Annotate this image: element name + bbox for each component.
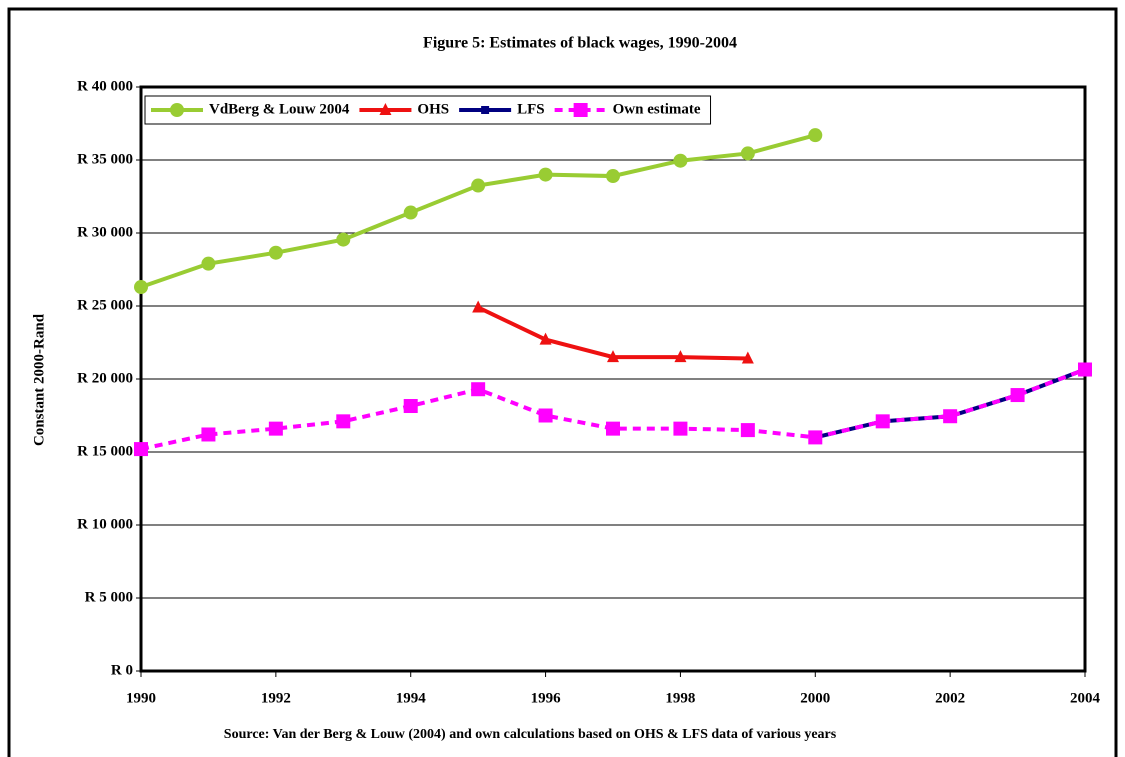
marker (268, 421, 283, 436)
marker (471, 178, 486, 193)
marker (403, 205, 418, 220)
chart-title: Figure 5: Estimates of black wages, 1990… (423, 35, 737, 52)
y-tick-label: R 40 000 (77, 78, 133, 94)
marker (481, 106, 490, 114)
x-tick-label: 1990 (126, 690, 156, 706)
plot-border (139, 85, 1087, 673)
y-tick-label: R 15 000 (77, 443, 133, 459)
x-tick-label: 1998 (665, 690, 695, 706)
marker (336, 414, 351, 429)
y-axis-label: Constant 2000-Rand (31, 313, 47, 446)
source-note: Source: Van der Berg & Louw (2004) and o… (224, 727, 837, 742)
legend-label: OHS (417, 101, 449, 117)
legend-label: VdBerg & Louw 2004 (209, 101, 350, 117)
marker (808, 128, 823, 143)
marker (336, 232, 351, 247)
marker (674, 350, 687, 363)
x-tick-label: 2002 (935, 690, 965, 706)
y-tick-label: R 35 000 (77, 151, 133, 167)
marker (538, 167, 553, 182)
y-tick-label: R 25 000 (77, 297, 133, 313)
marker (573, 103, 588, 117)
marker (673, 421, 688, 436)
marker (379, 103, 392, 115)
y-tick-label: R 20 000 (77, 370, 133, 386)
legend-item: Own estimate (554, 101, 701, 117)
y-tick-label: R 10 000 (77, 516, 133, 532)
chart-frame (7, 7, 1118, 757)
legend-label: LFS (517, 101, 545, 117)
marker (268, 245, 283, 260)
marker (740, 146, 755, 161)
x-tick-label: 2000 (800, 690, 830, 706)
x-tick-label: 1994 (396, 690, 427, 706)
marker (403, 399, 418, 414)
series-line (140, 367, 1086, 452)
legend: VdBerg & Louw 2004 OHS LFS Own estimate (144, 95, 712, 125)
marker (808, 430, 823, 445)
marker (606, 169, 620, 184)
marker (134, 442, 148, 457)
marker (538, 408, 553, 423)
marker (472, 300, 485, 313)
legend-box (144, 95, 712, 125)
x-tick-label: 1992 (261, 690, 291, 706)
marker (134, 280, 148, 295)
y-tick-label: R 30 000 (77, 224, 133, 240)
marker (740, 423, 755, 438)
x-tick-label: 1996 (531, 690, 562, 706)
marker (471, 382, 486, 397)
marker (539, 332, 552, 345)
marker (606, 421, 620, 436)
legend-item: VdBerg & Louw 2004 (151, 101, 350, 117)
marker (741, 351, 754, 364)
y-tick-label: R 5 000 (85, 589, 133, 605)
marker (1010, 388, 1025, 403)
marker (673, 153, 688, 168)
legend-label: Own estimate (613, 101, 701, 117)
marker (201, 427, 216, 442)
y-tick-label: R 0 (111, 662, 133, 678)
marker (875, 414, 890, 429)
marker (607, 350, 619, 363)
marker (170, 103, 184, 117)
marker (1078, 362, 1092, 377)
legend-item: OHS (359, 101, 449, 117)
marker (201, 256, 216, 271)
x-tick-label: 2004 (1070, 690, 1101, 706)
legend-item: LFS (459, 101, 545, 117)
marker (943, 409, 958, 424)
